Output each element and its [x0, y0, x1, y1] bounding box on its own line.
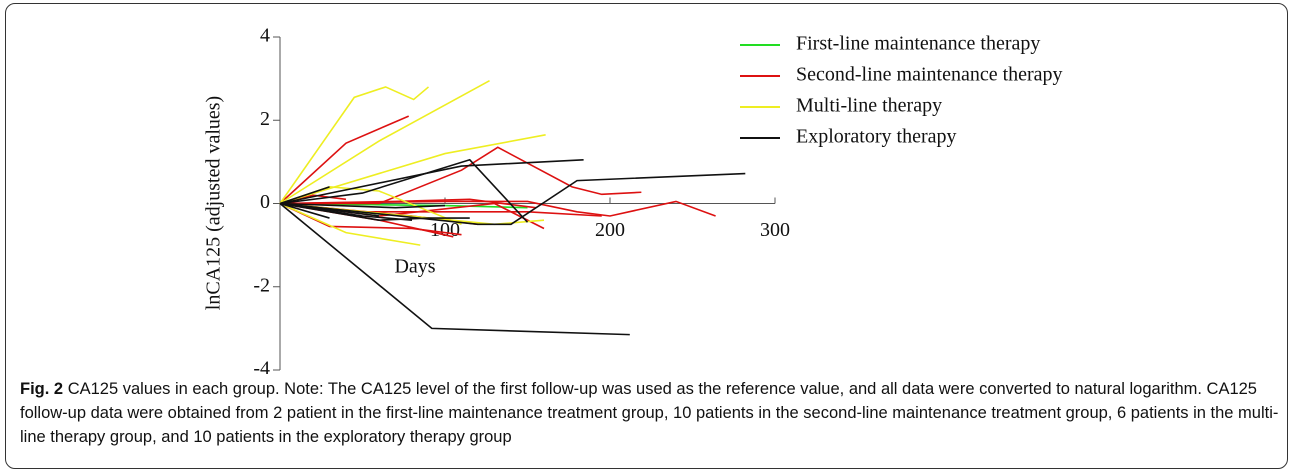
patient-line — [279, 80, 490, 205]
y-tick-label: -2 — [253, 274, 270, 296]
y-tick-label: 2 — [260, 108, 270, 130]
patient-line — [279, 198, 536, 209]
patient-line — [279, 186, 330, 205]
caption-label: Fig. 2 — [20, 380, 64, 398]
y-axis-label: lnCA125 (adjusted values) — [203, 96, 225, 310]
figure-frame — [5, 3, 1288, 469]
patient-line — [279, 172, 746, 226]
patient-line — [279, 158, 529, 223]
chart: lnCA125 (adjusted values) Days 4 2 0 -2 -4 10… — [203, 25, 1063, 374]
y-tick-label: 0 — [260, 191, 270, 213]
patient-line — [279, 200, 716, 217]
x-tick-label: 200 — [595, 219, 625, 241]
caption: Fig. 2 CA125 values in each group. Note:… — [20, 377, 1282, 449]
legend-label: Exploratory therapy — [796, 126, 957, 148]
patient-line — [279, 202, 330, 219]
legend-label: Multi-line therapy — [796, 95, 942, 117]
patient-line — [279, 115, 410, 205]
x-tick-label: 300 — [760, 219, 790, 241]
patient-line — [280, 146, 642, 205]
patient-line — [279, 202, 380, 217]
patient-line — [279, 134, 546, 205]
patient-line — [279, 202, 421, 246]
patient-line — [279, 86, 430, 204]
patient-line — [279, 158, 584, 205]
x-axis-label: Days — [394, 256, 435, 278]
x-tick-label: 100 — [430, 219, 460, 241]
caption-text: CA125 values in each group. Note: The CA… — [20, 380, 1279, 446]
y-tick-label: -4 — [253, 358, 270, 374]
legend-label: Second-line maintenance therapy — [796, 64, 1063, 86]
patient-line — [279, 202, 630, 336]
y-tick-label: 4 — [260, 25, 270, 47]
legend-label: First-line maintenance therapy — [796, 33, 1040, 55]
patient-line — [279, 202, 446, 209]
